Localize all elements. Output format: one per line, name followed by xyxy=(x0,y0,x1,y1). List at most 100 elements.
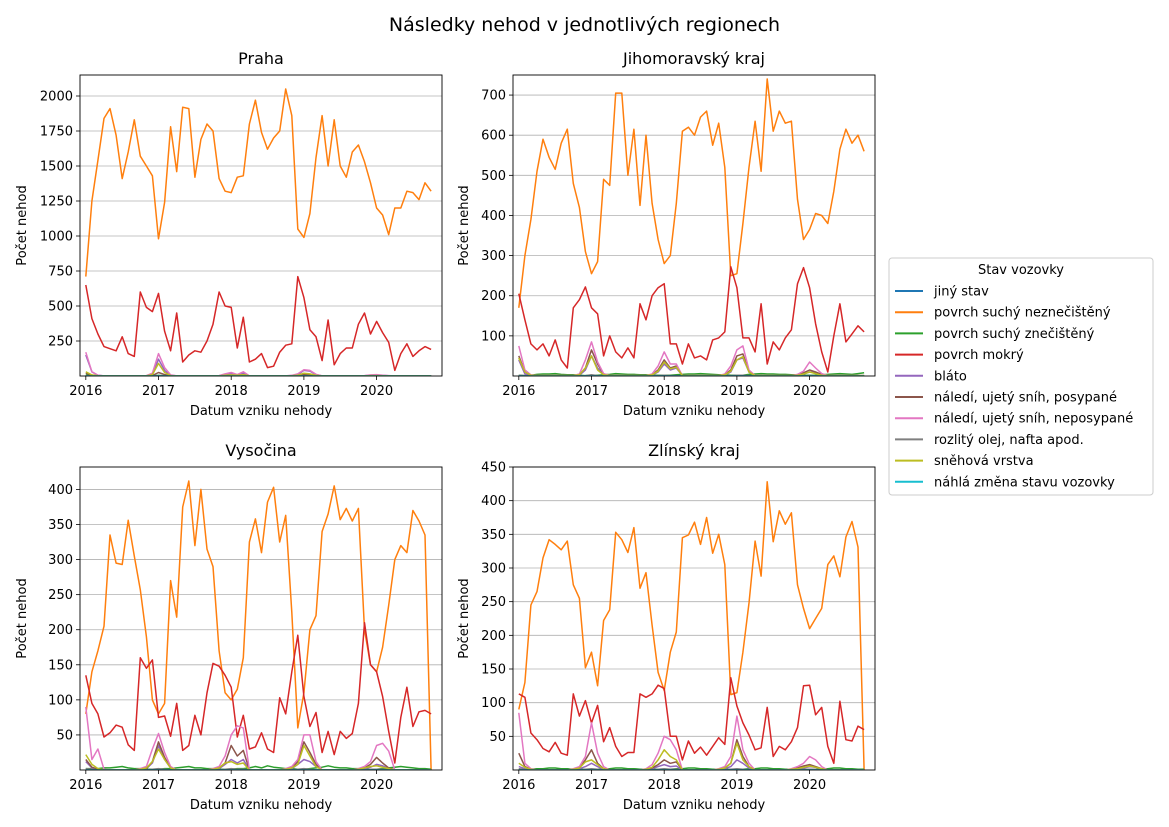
plot-frame xyxy=(512,466,876,771)
series-line-n-led-ujet-sn-h-posypan- xyxy=(518,738,865,770)
y-tick-label: 50 xyxy=(56,728,73,743)
legend-entry: jiný stav xyxy=(933,285,989,300)
series-line-povrch-such-nezne-i-t-n- xyxy=(518,78,865,308)
series-group xyxy=(85,88,432,376)
y-tick-label: 100 xyxy=(481,329,506,344)
subplot-title: Praha xyxy=(238,49,284,68)
y-tick-label: 50 xyxy=(489,730,506,745)
y-tick-label: 300 xyxy=(481,249,506,264)
plot-frame xyxy=(79,74,443,377)
subplot-title: Vysočina xyxy=(225,441,296,460)
x-tick-label: 2017 xyxy=(575,384,608,399)
legend-entry: sněhová vrstva xyxy=(934,454,1034,469)
plot-frame xyxy=(79,466,443,771)
y-tick-label: 250 xyxy=(48,335,73,350)
x-tick-label: 2016 xyxy=(69,778,102,793)
y-tick-label: 100 xyxy=(481,696,506,711)
x-tick-label: 2016 xyxy=(502,384,535,399)
series-line-n-led-ujet-sn-h-neposypan- xyxy=(85,706,432,770)
y-tick-label: 400 xyxy=(481,209,506,224)
series-line-bl-to xyxy=(85,354,432,376)
y-tick-label: 400 xyxy=(481,494,506,509)
y-tick-label: 1500 xyxy=(40,160,73,175)
plot-frame xyxy=(512,74,876,377)
y-tick-label: 700 xyxy=(481,89,506,104)
x-tick-label: 2020 xyxy=(360,384,393,399)
x-tick-label: 2018 xyxy=(215,384,248,399)
x-tick-label: 2018 xyxy=(648,384,681,399)
y-tick-label: 150 xyxy=(481,663,506,678)
series-line-povrch-mokr- xyxy=(85,621,432,764)
legend-title: Stav vozovky xyxy=(978,263,1064,278)
x-tick-label: 2020 xyxy=(360,778,393,793)
figure-title: Následky nehod v jednotlivých regionech xyxy=(388,14,781,36)
x-tick-label: 2019 xyxy=(720,384,753,399)
y-tick-label: 200 xyxy=(48,623,73,638)
y-axis-label: Počet nehod xyxy=(15,185,30,265)
x-tick-label: 2016 xyxy=(69,384,102,399)
series-line-sn-hov-vrstva xyxy=(85,362,432,376)
legend-entry: povrch suchý znečištěný xyxy=(934,327,1095,342)
y-tick-label: 400 xyxy=(48,483,73,498)
subplot-title: Zlínský kraj xyxy=(648,441,740,460)
x-axis-label: Datum vzniku nehody xyxy=(190,404,333,419)
x-tick-label: 2019 xyxy=(720,778,753,793)
legend-entry: povrch mokrý xyxy=(934,348,1024,363)
subplot-1: 250 500 750 1000 1250 1500 1750 2000 2016 2017 201… xyxy=(15,49,443,419)
y-tick-label: 200 xyxy=(481,629,506,644)
legend-entry: náledí, ujetý sníh, neposypané xyxy=(934,412,1133,427)
series-line-sn-hov-vrstva xyxy=(85,744,432,770)
subplot-2: 100 200 300 400 500 600 700 2016 2017 2018 2019 202… xyxy=(457,49,876,419)
series-line-povrch-mokr- xyxy=(518,266,865,373)
series-group xyxy=(518,78,865,376)
y-tick-label: 1000 xyxy=(40,230,73,245)
y-tick-label: 1250 xyxy=(40,195,73,210)
x-tick-label: 2017 xyxy=(142,384,175,399)
x-tick-label: 2020 xyxy=(793,384,826,399)
series-line-sn-hov-vrstva xyxy=(518,742,865,770)
subplot-3: 50 100 150 200 250 300 350 400 2016 2017 2018 2019 2… xyxy=(15,441,443,813)
y-tick-label: 300 xyxy=(48,553,73,568)
y-tick-label: 100 xyxy=(48,693,73,708)
x-tick-label: 2019 xyxy=(287,384,320,399)
y-axis-label: Počet nehod xyxy=(15,578,30,658)
y-tick-label: 2000 xyxy=(40,90,73,105)
x-tick-label: 2018 xyxy=(215,778,248,793)
x-axis-label: Datum vzniku nehody xyxy=(623,404,766,419)
x-tick-label: 2018 xyxy=(648,778,681,793)
y-tick-label: 500 xyxy=(48,300,73,315)
subplot-title: Jihomoravský kraj xyxy=(622,49,765,68)
y-tick-label: 150 xyxy=(48,658,73,673)
x-tick-label: 2016 xyxy=(502,778,535,793)
x-axis-label: Datum vzniku nehody xyxy=(190,798,333,813)
y-tick-label: 1750 xyxy=(40,125,73,140)
y-tick-label: 450 xyxy=(481,461,506,476)
y-tick-label: 300 xyxy=(481,562,506,577)
series-group xyxy=(85,480,432,770)
series-line-povrch-mokr- xyxy=(518,677,865,765)
y-tick-label: 250 xyxy=(481,595,506,610)
series-line-povrch-such-nezne-i-t-n- xyxy=(85,88,432,277)
series-line-povrch-such-nezne-i-t-n- xyxy=(518,481,865,770)
y-tick-label: 350 xyxy=(48,518,73,533)
x-tick-label: 2017 xyxy=(142,778,175,793)
legend-entry: bláto xyxy=(934,369,967,384)
series-line-povrch-mokr- xyxy=(85,275,432,372)
y-tick-label: 200 xyxy=(481,289,506,304)
legend-box xyxy=(888,257,1154,496)
y-tick-label: 750 xyxy=(48,265,73,280)
legend: Stav vozovky jiný stav povrch suchý nezneč… xyxy=(888,257,1154,496)
x-tick-label: 2020 xyxy=(793,778,826,793)
x-tick-label: 2017 xyxy=(575,778,608,793)
series-line-n-led-ujet-sn-h-neposypan- xyxy=(518,712,865,770)
legend-entry: rozlitý olej, nafta apod. xyxy=(934,433,1084,448)
legend-entry: náhlá změna stavu vozovky xyxy=(934,475,1115,490)
legend-entry: povrch suchý neznečištěný xyxy=(934,306,1111,321)
legend-entry: náledí, ujetý sníh, posypané xyxy=(934,391,1117,406)
x-tick-label: 2019 xyxy=(287,778,320,793)
y-tick-label: 350 xyxy=(481,528,506,543)
y-tick-label: 600 xyxy=(481,129,506,144)
y-tick-label: 250 xyxy=(48,588,73,603)
